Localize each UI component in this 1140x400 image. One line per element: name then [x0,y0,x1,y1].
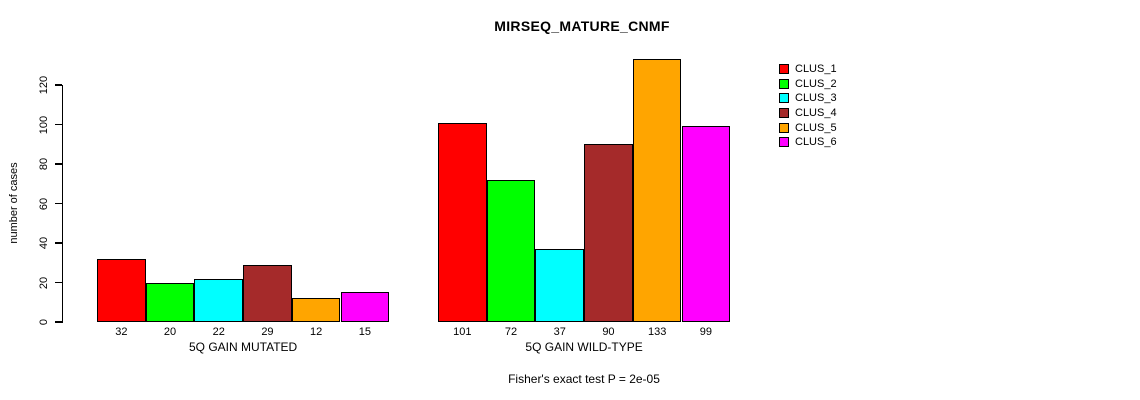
bar-clus_2 [486,179,536,322]
bar-clus_6 [340,292,390,322]
bar-value-label: 12 [310,326,323,338]
legend-item: CLUS_5 [779,121,837,134]
legend-label: CLUS_6 [795,136,837,149]
bar-value-label: 37 [553,326,566,338]
bar-value-label: 32 [115,326,128,338]
bar-value-label: 90 [602,326,615,338]
legend-label: CLUS_2 [795,77,837,90]
legend-label: CLUS_1 [795,63,837,75]
bar-value-label: 29 [261,326,274,338]
bar-value-label: 20 [163,326,177,338]
legend-swatch-icon [779,78,789,89]
y-axis-title: number of cases [8,162,20,244]
footer-annotation: Fisher's exact test P = 2e-05 [508,372,660,386]
chart-title: MIRSEQ_MATURE_CNMF [494,18,670,34]
y-axis-tick [55,281,62,284]
bar-value-label: 15 [358,326,371,338]
legend-label: CLUS_5 [795,121,837,134]
group-label: 5Q GAIN MUTATED [188,340,298,354]
y-axis-tick [55,202,62,205]
bar-value-label: 133 [647,326,667,338]
y-axis-tick [55,123,62,126]
legend-swatch-icon [779,122,789,133]
y-axis-line [62,85,64,323]
legend-item: CLUS_6 [779,136,837,149]
bar-clus_3 [194,278,244,322]
bar-value-label: 101 [453,326,472,338]
legend-swatch-icon [779,137,789,148]
legend-label: CLUS_3 [795,92,837,105]
bar-value-label: 22 [212,326,225,338]
bar-clus_6 [681,126,731,322]
y-axis-tick-label: 120 [38,75,50,95]
bar-clus_2 [145,282,195,322]
bar-value-label: 99 [699,326,712,338]
y-axis-tick-label: 40 [38,236,50,250]
y-axis-tick-label: 80 [38,157,50,171]
legend-item: CLUS_3 [779,92,837,105]
y-axis-tick-label: 20 [38,276,50,289]
legend-item: CLUS_2 [779,77,837,90]
legend-swatch-icon [779,93,789,104]
group-label: 5Q GAIN WILD-TYPE [525,340,643,354]
bar-clus_1 [438,122,487,322]
bar-clus_4 [584,144,633,322]
bar-clus_4 [243,264,292,322]
bar-clus_1 [97,258,146,322]
y-axis-tick [55,321,62,323]
legend-item: CLUS_1 [779,63,837,75]
y-axis-tick-label: 60 [38,197,50,210]
bar-clus_3 [535,248,585,322]
bar-clus_5 [291,298,341,322]
legend-swatch-icon [779,108,789,119]
legend-item: CLUS_4 [779,107,837,120]
y-axis-tick [55,163,62,165]
bar-clus_5 [632,59,682,322]
y-axis-tick-label: 0 [38,318,50,326]
legend-label: CLUS_4 [795,107,837,120]
y-axis-tick [55,84,62,86]
legend: CLUS_1 CLUS_2 CLUS_3 CLUS_4 CLUS_5 CLUS_6 [779,64,837,152]
legend-swatch-icon [779,64,789,74]
y-axis-tick-label: 100 [38,115,50,134]
y-axis-tick [55,242,62,244]
bar-value-label: 72 [504,326,518,338]
